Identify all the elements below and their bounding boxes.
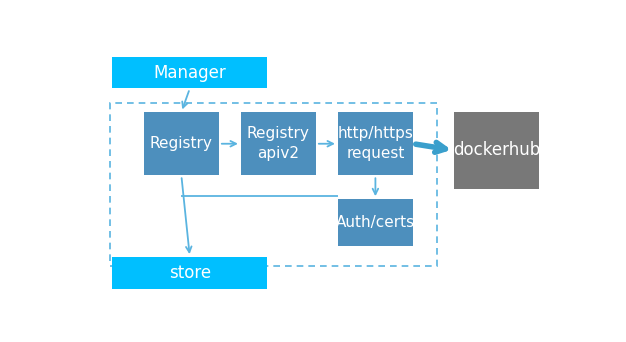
Bar (110, 103, 437, 266)
Text: Registry
apiv2: Registry apiv2 (247, 126, 310, 161)
Bar (241, 112, 316, 175)
Bar (338, 112, 413, 175)
Bar (338, 199, 413, 247)
Bar (144, 112, 219, 175)
Text: Registry: Registry (150, 136, 213, 151)
Text: http/https
request: http/https request (337, 126, 413, 161)
Bar (454, 112, 539, 188)
Text: Manager: Manager (153, 64, 226, 82)
Text: Auth/certs: Auth/certs (336, 215, 415, 230)
Text: dockerhub: dockerhub (453, 141, 540, 159)
Bar (112, 57, 267, 89)
Bar (112, 257, 267, 289)
Text: store: store (169, 264, 211, 282)
